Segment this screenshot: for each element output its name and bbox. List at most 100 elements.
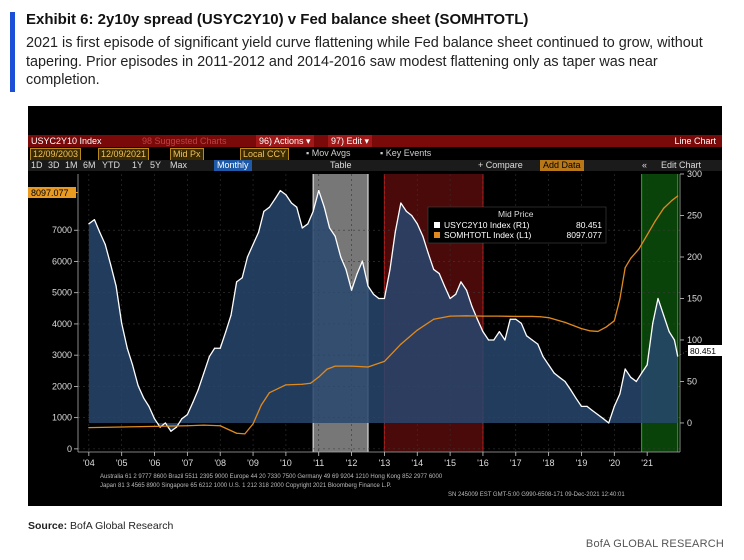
add-data-field[interactable]: Add Data <box>540 160 584 171</box>
spread-data-point <box>673 339 676 341</box>
spread-data-point <box>553 372 555 374</box>
actions-menu[interactable]: 96) Actions ▾ <box>256 135 314 147</box>
spread-data-point <box>575 397 577 399</box>
left-axis-tick-label: 3000 <box>52 350 72 360</box>
legend-value-spread: 80.451 <box>576 220 602 230</box>
period-5y[interactable]: 5Y <box>150 160 162 170</box>
compare-button[interactable]: + Compare <box>478 160 523 170</box>
right-axis-tick-label: 0 <box>687 418 692 428</box>
series-layer <box>88 189 679 435</box>
spread-data-point <box>476 318 478 320</box>
x-axis-tick-label: '05 <box>116 458 128 468</box>
source-text: BofA Global Research <box>70 520 174 532</box>
period-1y[interactable]: 1Y <box>132 160 144 170</box>
collapse-icon[interactable]: « <box>642 160 648 170</box>
spread-data-point <box>383 297 386 300</box>
spread-data-point <box>121 322 123 324</box>
chart-title-bar: USYC2Y10 Index 98 Suggested Charts 96) A… <box>28 135 722 147</box>
spread-data-point <box>438 272 440 275</box>
spread-data-point <box>652 322 654 324</box>
spread-data-point <box>219 347 221 349</box>
spread-tag-text: 80.451 <box>690 346 716 356</box>
x-axis-tick-label: '18 <box>543 458 555 468</box>
spread-data-point <box>268 206 271 208</box>
frequency-select[interactable]: Monthly <box>214 160 252 171</box>
spread-data-point <box>640 372 643 374</box>
balance-data-point <box>186 425 188 427</box>
spread-data-point <box>646 364 648 366</box>
spread-area-fill <box>88 190 678 432</box>
x-axis-tick-label: '11 <box>313 458 324 468</box>
balance-data-point <box>219 425 221 427</box>
spread-data-point <box>340 256 342 258</box>
spread-tag-bg <box>688 345 722 356</box>
left-axis-tick-label: 2000 <box>52 381 72 391</box>
table-button[interactable]: Table <box>330 160 352 170</box>
period-ytd[interactable]: YTD <box>102 160 120 170</box>
balance-last-tag: 8097.077 <box>28 187 76 198</box>
spread-data-point <box>148 405 150 407</box>
spread-data-point <box>597 414 599 416</box>
exhibit-accent-bar <box>10 12 15 92</box>
period-6m[interactable]: 6M <box>83 160 96 170</box>
balance-data-point <box>268 392 271 394</box>
edit-chart-button[interactable]: Edit Chart <box>661 160 702 170</box>
edit-menu[interactable]: 97) Edit ▾ <box>328 135 373 147</box>
balance-data-point <box>301 383 303 385</box>
spread-data-point <box>301 227 303 229</box>
suggested-charts-button[interactable]: 98 Suggested Charts <box>142 136 227 146</box>
spread-tag-connector <box>677 350 689 357</box>
balance-data-point <box>236 432 238 434</box>
mov-avgs-label: Mov Avgs <box>311 148 351 158</box>
mov-avgs-toggle[interactable]: ▪ Mov Avgs <box>306 148 351 158</box>
spread-data-point <box>356 272 358 275</box>
x-axis-tick-label: '09 <box>247 458 259 468</box>
key-events-label: Key Events <box>385 148 432 158</box>
spread-data-point <box>630 376 632 378</box>
spread-data-point <box>558 376 561 378</box>
period-3d[interactable]: 3D <box>48 160 60 170</box>
spread-data-point <box>591 409 593 412</box>
spread-data-point <box>88 223 90 225</box>
brand-label: BofA GLOBAL RESEARCH <box>585 538 724 550</box>
legend-frame <box>427 206 607 244</box>
left-axis-tick-label: 5000 <box>52 288 72 298</box>
spread-data-point <box>93 219 96 221</box>
balance-data-point <box>613 320 615 322</box>
spread-data-point <box>192 401 194 403</box>
period-1d[interactable]: 1D <box>31 160 43 170</box>
spread-data-point <box>662 314 665 316</box>
spread-data-point <box>416 223 418 225</box>
spread-data-point <box>345 268 347 271</box>
spread-data-point <box>143 397 145 399</box>
key-events-toggle[interactable]: ▪ Key Events <box>380 148 432 158</box>
balance-data-point <box>260 404 262 406</box>
period-max[interactable]: Max <box>170 160 188 170</box>
legend-swatch-balance <box>434 232 440 238</box>
spread-last-tag: 80.451 <box>688 345 722 356</box>
spread-data-point <box>367 285 369 287</box>
spread-data-point <box>230 314 232 316</box>
spread-data-point <box>350 289 353 291</box>
spread-data-point <box>465 289 468 291</box>
axes-layer: 0 1000 2000 3000 4000 5000 6000 7000 0 50 100 150 20… <box>52 169 702 468</box>
spread-data-point <box>110 264 112 266</box>
balance-data-point <box>589 330 591 332</box>
spread-data-point <box>498 331 500 333</box>
spread-data-point <box>427 252 429 254</box>
spread-data-point <box>443 285 446 287</box>
legend-box: Mid Price USYC2Y10 Index (R1) 80.451 SOM… <box>427 206 607 244</box>
right-axis-tick-label: 50 <box>687 376 697 386</box>
spread-data-point <box>487 339 490 341</box>
bloomberg-chart-frame: USYC2Y10 Index 98 Suggested Charts 96) A… <box>28 106 722 506</box>
spread-data-point <box>153 418 156 420</box>
spread-data-point <box>208 355 210 358</box>
spread-data-point <box>318 189 320 192</box>
left-axis-tick-label: 6000 <box>52 256 72 266</box>
source-label: Source: <box>28 520 68 532</box>
exhibit-title: Exhibit 6: 2y10y spread (USYC2Y10) v Fed… <box>26 11 529 28</box>
spread-data-point <box>361 260 364 262</box>
period-1m[interactable]: 1M <box>65 160 78 170</box>
spread-data-point <box>258 231 260 233</box>
balance-data-point <box>318 376 320 378</box>
